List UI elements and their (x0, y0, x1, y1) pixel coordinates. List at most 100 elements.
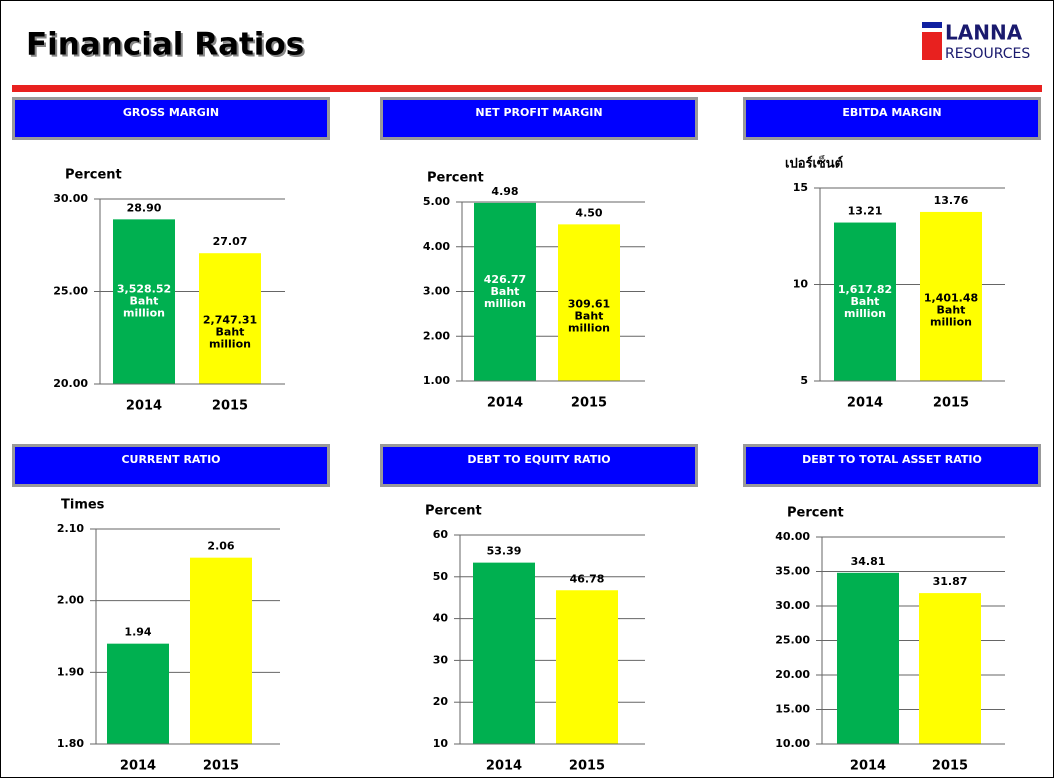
x-tick-label: 2014 (847, 396, 883, 411)
x-tick-label: 2015 (933, 396, 969, 411)
bar-annotation: million (123, 307, 165, 320)
bar-annotation: million (568, 322, 610, 335)
y-tick-label: 10 (793, 278, 809, 291)
header-box (383, 447, 695, 484)
bar-annotation: 1,617.82 (838, 283, 892, 296)
y-tick-label: 60 (433, 528, 449, 541)
bar-annotation: Baht (851, 295, 880, 308)
y-tick-label: 25.00 (775, 634, 810, 647)
y-tick-label: 5 (800, 374, 808, 387)
x-tick-label: 2015 (203, 759, 239, 774)
bar (199, 253, 261, 384)
bar-annotation: 2,747.31 (203, 314, 257, 327)
x-tick-label: 2015 (932, 759, 968, 774)
logo-top: LANNA (945, 21, 1023, 45)
y-axis-label: เปอร์เซ็นต์ (785, 154, 843, 172)
x-tick-label: 2014 (487, 396, 523, 411)
y-tick-label: 20.00 (53, 377, 88, 390)
value-label: 34.81 (851, 555, 886, 568)
bar (919, 593, 981, 744)
bar-annotation: million (209, 338, 251, 351)
value-label: 13.21 (848, 205, 883, 218)
bar (920, 211, 982, 381)
bar (837, 572, 899, 744)
y-tick-label: 3.00 (423, 285, 450, 298)
value-label: 31.87 (933, 575, 968, 588)
chart-title: EBITDA MARGIN (842, 106, 941, 119)
x-tick-label: 2014 (120, 759, 156, 774)
chart-title: DEBT TO EQUITY RATIO (467, 453, 610, 466)
bar-annotation: 426.77 (484, 273, 526, 286)
logo-bar (922, 22, 942, 28)
x-tick-label: 2014 (486, 759, 522, 774)
bar-annotation: million (844, 307, 886, 320)
chart-title: GROSS MARGIN (123, 106, 219, 119)
y-tick-label: 4.00 (423, 240, 450, 253)
bar-annotation: 1,401.48 (924, 291, 978, 304)
bar-annotation: 3,528.52 (117, 283, 171, 296)
bar (190, 557, 252, 744)
x-tick-label: 2015 (571, 396, 607, 411)
bar (556, 590, 618, 744)
logo-square (922, 32, 942, 60)
y-tick-label: 25.00 (53, 285, 88, 298)
value-label: 4.50 (575, 206, 602, 219)
bar (558, 224, 620, 381)
bar-annotation: Baht (575, 310, 604, 323)
value-label: 2.06 (207, 540, 234, 553)
y-tick-label: 1.80 (57, 737, 84, 750)
title-shadow: Financial Ratios (28, 29, 306, 65)
logo-bottom: RESOURCES (945, 46, 1030, 62)
y-tick-label: 1.90 (57, 665, 84, 678)
header-box (746, 447, 1038, 484)
bar-annotation: million (930, 315, 972, 328)
x-tick-label: 2014 (850, 759, 886, 774)
x-tick-label: 2015 (569, 759, 605, 774)
value-label: 46.78 (570, 572, 605, 585)
bar (107, 643, 169, 744)
y-tick-label: 30 (433, 653, 449, 666)
bar-annotation: Baht (216, 326, 245, 339)
y-tick-label: 15 (793, 181, 808, 194)
value-label: 13.76 (934, 194, 969, 207)
value-label: 1.94 (124, 626, 151, 639)
x-tick-label: 2015 (212, 399, 248, 414)
y-axis-label: Percent (787, 506, 844, 521)
y-tick-label: 10 (433, 737, 449, 750)
bar-annotation: Baht (491, 285, 520, 298)
x-tick-label: 2014 (126, 399, 162, 414)
header-box (746, 100, 1038, 137)
y-tick-label: 30.00 (775, 599, 810, 612)
y-tick-label: 20.00 (775, 668, 810, 681)
chart-title: DEBT TO TOTAL ASSET RATIO (802, 453, 982, 466)
y-tick-label: 20 (433, 695, 449, 708)
y-axis-label: Percent (427, 171, 484, 186)
y-tick-label: 1.00 (423, 374, 450, 387)
header-box (15, 100, 327, 137)
y-tick-label: 2.10 (57, 522, 84, 535)
y-tick-label: 15.00 (775, 703, 810, 716)
red-rule (12, 85, 1042, 92)
bar (834, 222, 896, 381)
page-title: Financial Ratios (26, 27, 304, 63)
y-tick-label: 5.00 (423, 195, 450, 208)
value-label: 53.39 (487, 545, 522, 558)
chart-title: CURRENT RATIO (121, 453, 220, 466)
chart-title: NET PROFIT MARGIN (475, 106, 602, 119)
y-tick-label: 40 (433, 612, 449, 625)
y-tick-label: 40.00 (775, 530, 810, 543)
header-box (383, 100, 695, 137)
bar (474, 202, 536, 381)
header-box (15, 447, 327, 484)
y-tick-label: 10.00 (775, 737, 810, 750)
y-tick-label: 2.00 (423, 329, 450, 342)
y-axis-label: Percent (65, 168, 122, 183)
bar-annotation: million (484, 297, 526, 310)
y-tick-label: 30.00 (53, 192, 88, 205)
bar (113, 219, 175, 384)
bar-annotation: Baht (130, 295, 159, 308)
bar-annotation: Baht (937, 303, 966, 316)
y-axis-label: Times (61, 498, 105, 513)
